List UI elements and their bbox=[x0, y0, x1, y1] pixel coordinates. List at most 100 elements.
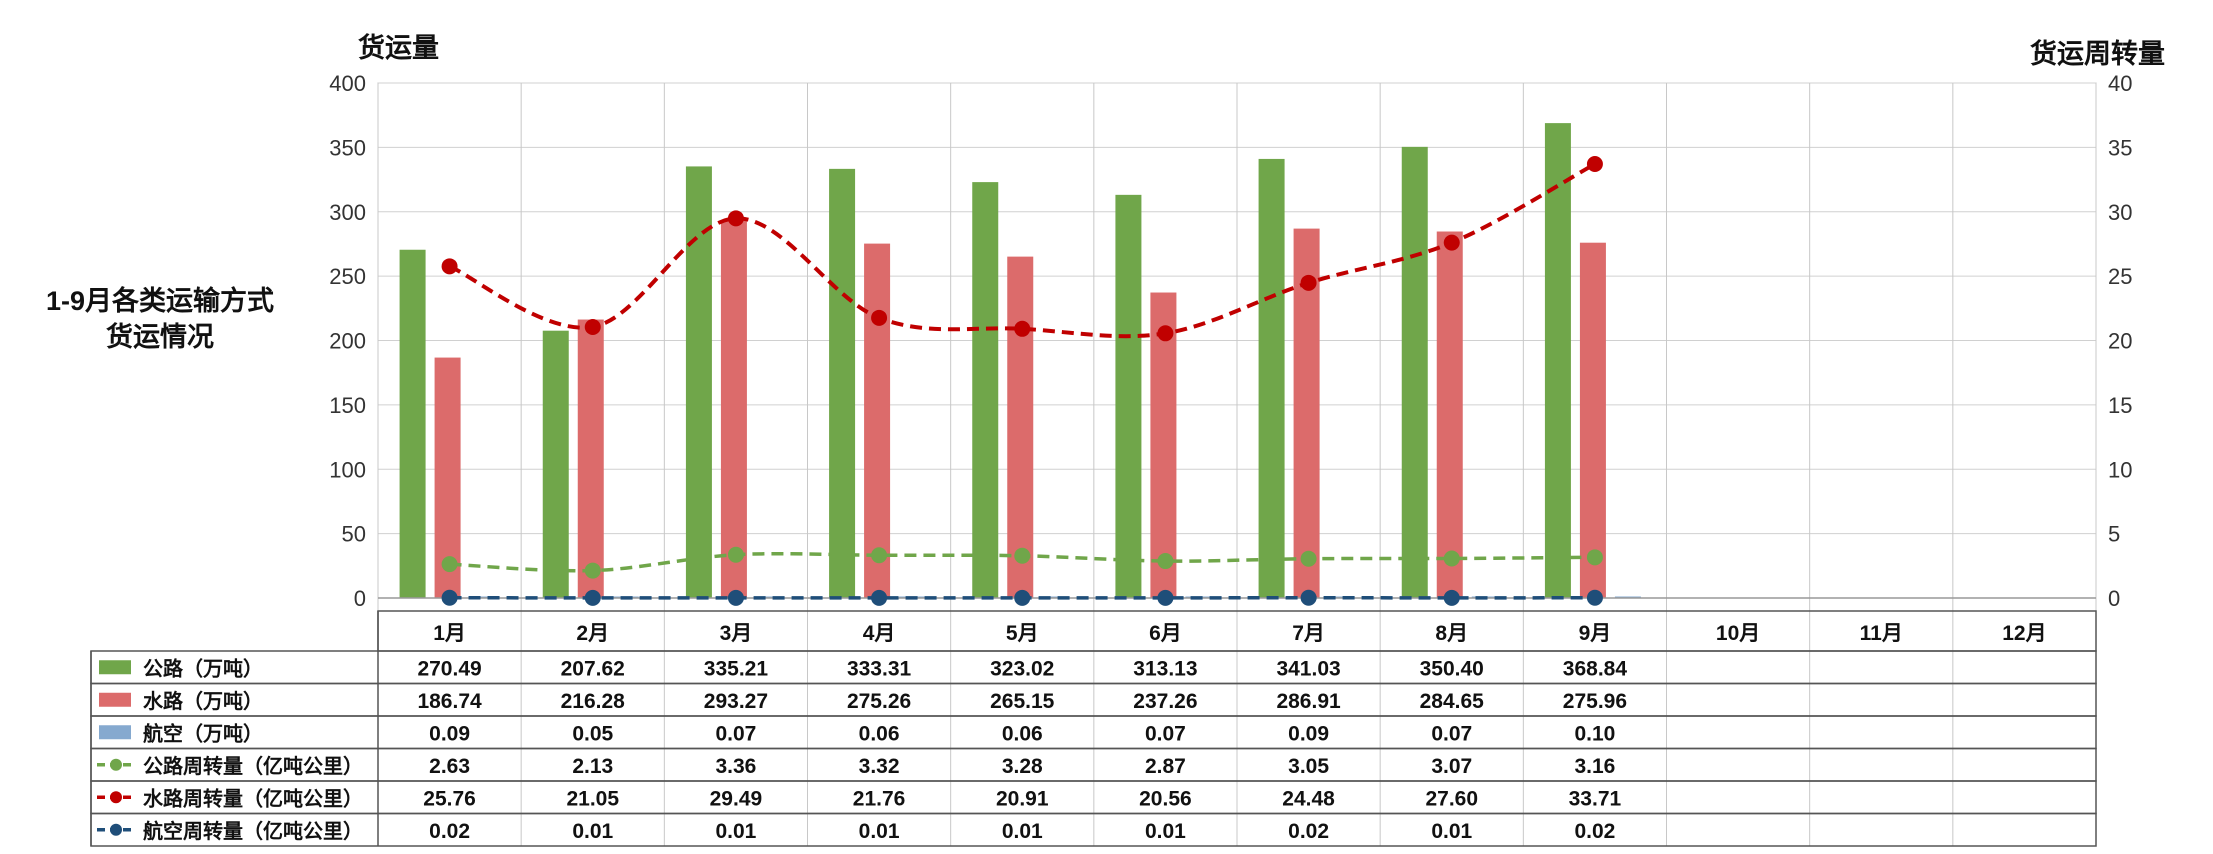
point-water-turnover bbox=[727, 210, 744, 227]
legend-series-name: 水路（万吨） bbox=[143, 689, 263, 713]
bar-water bbox=[1150, 292, 1177, 598]
point-road-turnover bbox=[871, 547, 888, 564]
table-cell-value: 24.48 bbox=[1282, 787, 1335, 810]
left-axis-tick-label: 100 bbox=[329, 457, 366, 482]
point-water-turnover bbox=[1443, 234, 1460, 251]
point-air-turnover bbox=[1157, 589, 1174, 606]
bar-road bbox=[1401, 146, 1428, 599]
x-axis-category-label: 2月 bbox=[576, 622, 609, 645]
right-axis-tick-label: 20 bbox=[2108, 329, 2132, 354]
table-cell-value: 0.06 bbox=[1002, 722, 1043, 745]
legend-series-name: 公路周转量（亿吨公里） bbox=[143, 754, 363, 778]
bar-road bbox=[1544, 123, 1571, 598]
table-cell-value: 0.01 bbox=[859, 820, 900, 843]
left-axis-tick-label: 150 bbox=[329, 393, 366, 418]
table-cell-value: 216.28 bbox=[561, 690, 626, 713]
table-cell-value: 2.63 bbox=[429, 755, 470, 778]
table-cell-value: 33.71 bbox=[1569, 787, 1622, 810]
point-water-turnover bbox=[1157, 325, 1174, 342]
table-cell-value: 284.65 bbox=[1420, 690, 1485, 713]
table-cell-value: 0.01 bbox=[572, 820, 613, 843]
table-cell-value: 3.05 bbox=[1288, 755, 1329, 778]
bar-water bbox=[864, 243, 891, 598]
point-water-turnover bbox=[1586, 155, 1603, 172]
left-axis-tick-label: 350 bbox=[329, 135, 366, 160]
point-road-turnover bbox=[1586, 549, 1603, 566]
table-cell-value: 0.10 bbox=[1574, 722, 1615, 745]
point-water-turnover bbox=[1300, 274, 1317, 291]
point-road-turnover bbox=[441, 556, 458, 573]
x-axis-category-label: 8月 bbox=[1435, 622, 1468, 645]
table-cell-value: 0.07 bbox=[715, 722, 756, 745]
table-cell-value: 20.56 bbox=[1139, 787, 1192, 810]
table-cell-value: 2.87 bbox=[1145, 755, 1186, 778]
table-cell-value: 0.02 bbox=[429, 820, 470, 843]
table-cell-value: 0.01 bbox=[1431, 820, 1472, 843]
bar-road bbox=[399, 249, 426, 598]
right-axis-tick-label: 30 bbox=[2108, 200, 2132, 225]
x-axis-category-label: 4月 bbox=[863, 622, 896, 645]
point-air-turnover bbox=[871, 589, 888, 606]
point-air-turnover bbox=[1586, 589, 1603, 606]
right-axis-tick-label: 0 bbox=[2108, 586, 2120, 611]
table-cell-value: 270.49 bbox=[417, 657, 481, 680]
table-cell-value: 0.07 bbox=[1431, 722, 1472, 745]
legend-series-name: 航空周转量（亿吨公里） bbox=[143, 819, 363, 843]
side-title-line-1: 1-9月各类运输方式 bbox=[45, 286, 275, 316]
left-axis-tick-label: 50 bbox=[342, 522, 366, 547]
legend-series-name: 水路周转量（亿吨公里） bbox=[143, 786, 363, 810]
legend-key-bar bbox=[99, 725, 131, 740]
table-cell-value: 3.07 bbox=[1431, 755, 1472, 778]
bar-road bbox=[1115, 194, 1142, 598]
table-cell-value: 350.40 bbox=[1420, 657, 1484, 680]
left-axis-tick-label: 200 bbox=[329, 329, 366, 354]
table-cell-value: 0.05 bbox=[572, 722, 613, 745]
table-cell-value: 29.49 bbox=[710, 787, 763, 810]
left-axis-title: 货运量 bbox=[358, 33, 439, 63]
table-cell-value: 0.09 bbox=[429, 722, 470, 745]
point-air-turnover bbox=[1300, 589, 1317, 606]
side-title-line-2: 货运情况 bbox=[106, 322, 214, 352]
table-cell-value: 25.76 bbox=[423, 787, 476, 810]
table-cell-value: 293.27 bbox=[704, 690, 768, 713]
table-cell-value: 0.02 bbox=[1574, 820, 1615, 843]
table-cell-value: 3.28 bbox=[1002, 755, 1043, 778]
table-cell-value: 207.62 bbox=[561, 657, 625, 680]
x-axis-category-label: 5月 bbox=[1006, 622, 1039, 645]
table-cell-value: 0.07 bbox=[1145, 722, 1186, 745]
point-air-turnover bbox=[1014, 589, 1031, 606]
table-cell-value: 21.76 bbox=[853, 787, 906, 810]
table-cell-value: 0.09 bbox=[1288, 722, 1329, 745]
bar-road bbox=[1258, 158, 1285, 598]
legend-key-bar bbox=[99, 660, 131, 675]
left-axis-tick-label: 300 bbox=[329, 200, 366, 225]
chart-side-title: 1-9月各类运输方式 货运情况 bbox=[20, 283, 300, 355]
table-cell-value: 27.60 bbox=[1425, 787, 1478, 810]
left-axis-tick-label: 250 bbox=[329, 264, 366, 289]
table-cell-value: 0.01 bbox=[1002, 820, 1043, 843]
table-cell-value: 368.84 bbox=[1563, 657, 1628, 680]
table-cell-value: 21.05 bbox=[566, 787, 619, 810]
bar-road bbox=[542, 330, 569, 598]
table-cell-value: 323.02 bbox=[990, 657, 1054, 680]
legend-key-marker bbox=[110, 823, 122, 836]
table-cell-value: 186.74 bbox=[417, 690, 482, 713]
x-axis-category-label: 10月 bbox=[1716, 622, 1760, 645]
point-air-turnover bbox=[441, 589, 458, 606]
legend-key-bar bbox=[99, 692, 131, 707]
x-axis-category-label: 6月 bbox=[1149, 622, 1182, 645]
right-axis-tick-label: 25 bbox=[2108, 264, 2132, 289]
left-axis-tick-label: 0 bbox=[354, 586, 366, 611]
table-cell-value: 0.06 bbox=[859, 722, 900, 745]
table-cell-value: 265.15 bbox=[990, 690, 1055, 713]
point-road-turnover bbox=[1300, 550, 1317, 567]
table-cell-value: 0.01 bbox=[715, 820, 756, 843]
table-cell-value: 286.91 bbox=[1276, 690, 1341, 713]
table-cell-value: 20.91 bbox=[996, 787, 1049, 810]
point-road-turnover bbox=[1014, 547, 1031, 564]
point-air-turnover bbox=[584, 589, 601, 606]
point-water-turnover bbox=[584, 318, 601, 335]
x-axis-category-label: 1月 bbox=[433, 622, 466, 645]
